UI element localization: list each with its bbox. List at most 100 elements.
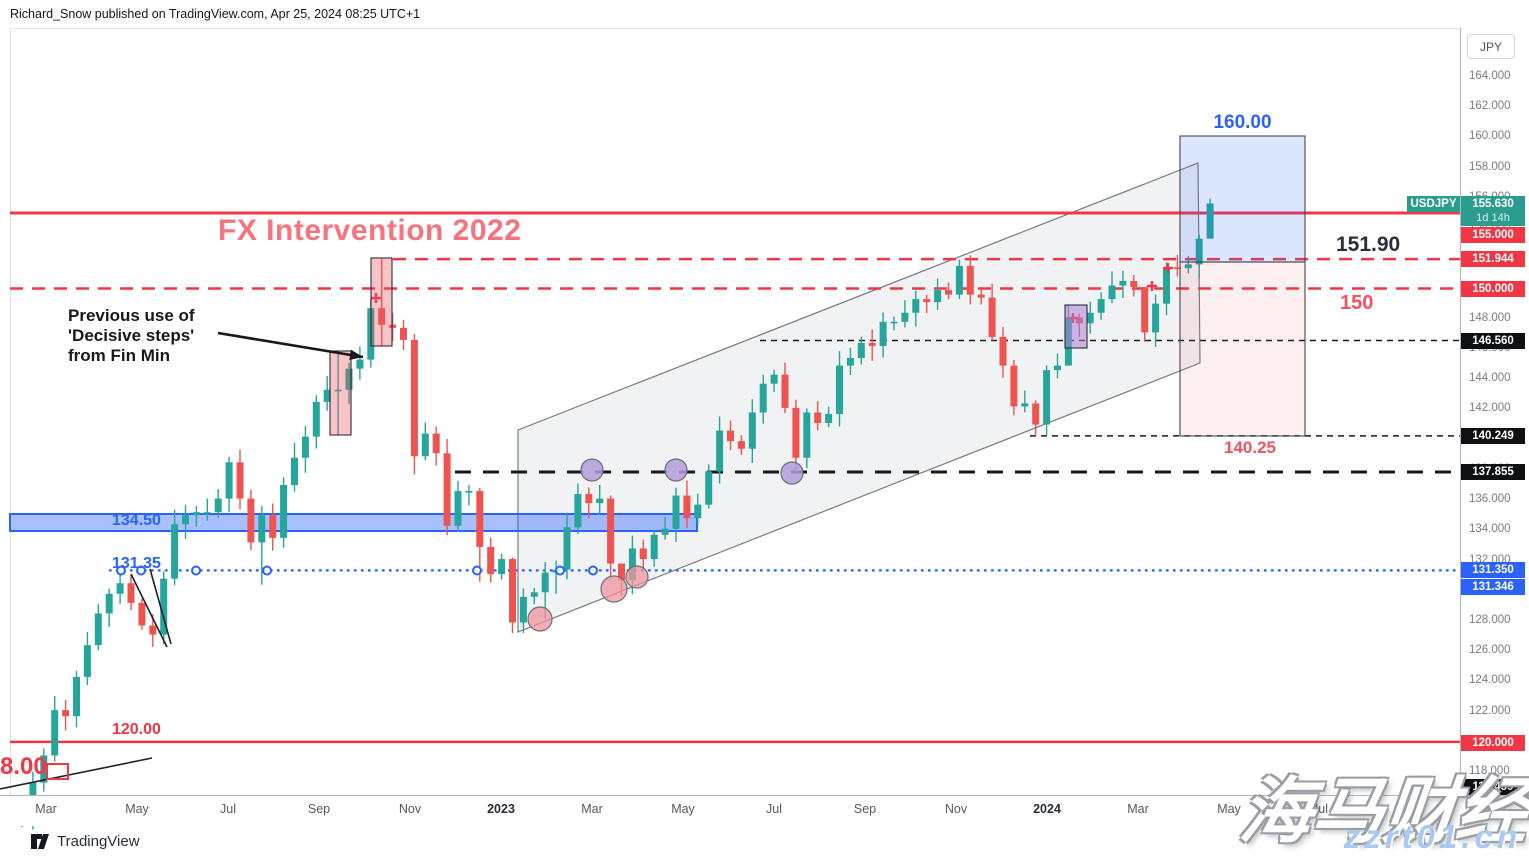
level-120-label[interactable]: 120.00	[112, 721, 161, 738]
candle-body	[301, 436, 309, 458]
time-axis[interactable]: Mar May Jul Sep Nov 2023 Mar May Jul Sep Nov 2024 Ma…	[0, 795, 1529, 826]
blue-ring-marker[interactable]	[555, 565, 565, 576]
candle-body	[443, 453, 451, 526]
time-axis-month-label: Jul	[1312, 802, 1328, 816]
time-axis-month-label: Jul	[220, 802, 236, 816]
candle-body	[661, 528, 669, 535]
blue-ring-marker[interactable]	[472, 565, 482, 576]
time-axis-month-label: May	[1217, 802, 1241, 816]
intervention-candle-box-2[interactable]	[370, 257, 393, 347]
tradingview-attribution[interactable]: TradingView	[31, 830, 140, 852]
candle-body	[116, 583, 124, 594]
candle-body	[977, 294, 985, 298]
blue-ring-marker[interactable]	[262, 565, 272, 576]
candle-body	[770, 374, 778, 384]
candle-body	[966, 265, 974, 295]
candle-body	[748, 412, 756, 449]
candle-body	[988, 297, 996, 337]
candle-body	[519, 596, 527, 623]
level-150-label[interactable]: 150	[1340, 292, 1374, 314]
level-134-50-label[interactable]: 134.50	[112, 512, 161, 529]
candle-body	[1021, 403, 1029, 407]
chart-plot-area[interactable]	[10, 28, 1461, 796]
supply-zone-134-50[interactable]	[9, 513, 698, 532]
candle-body	[509, 559, 516, 623]
candle-body	[389, 324, 397, 328]
price-tick-label: 162.000	[1469, 100, 1511, 113]
candle-body	[1163, 267, 1170, 304]
target-160-label[interactable]: 160.00	[1213, 112, 1272, 133]
candle-body	[868, 342, 876, 346]
candle-body	[890, 321, 898, 324]
pink-circle-marker[interactable]	[625, 565, 649, 589]
candle-body	[432, 433, 440, 454]
time-axis-month-label: Jul	[766, 802, 782, 816]
candle-body	[356, 359, 364, 369]
candle-body	[1032, 403, 1040, 425]
ascending-channel[interactable]	[517, 162, 1201, 633]
candle-body	[727, 430, 734, 442]
fx-intervention-label[interactable]: FX Intervention 2022	[218, 214, 522, 247]
candle-body	[378, 308, 386, 325]
purple-circle-marker[interactable]	[780, 461, 804, 485]
blue-ring-marker[interactable]	[136, 565, 146, 576]
candle-body	[487, 546, 495, 575]
pink-circle-marker[interactable]	[527, 606, 553, 632]
time-axis-month-label: Nov	[398, 802, 422, 816]
purple-circle-marker[interactable]	[580, 458, 604, 482]
blue-ring-marker[interactable]	[191, 565, 201, 576]
time-axis-month-label: Sep	[853, 802, 877, 816]
note-line-1: Previous use of	[68, 306, 195, 325]
target-zone-160[interactable]	[1179, 135, 1306, 263]
price-tick-label: 122.000	[1469, 704, 1511, 717]
time-axis-month-label: Sep	[307, 802, 331, 816]
purple-circle-marker[interactable]	[664, 458, 688, 482]
candlestick-series	[18, 198, 1214, 830]
candle-body	[923, 299, 931, 303]
price-tick-label: 128.000	[1469, 613, 1511, 626]
candle-body	[203, 512, 211, 514]
purple-candle-box[interactable]	[1064, 304, 1088, 349]
time-axis-month-label: Nov	[944, 802, 968, 816]
candle-body	[421, 433, 429, 457]
intervention-candle-box-1[interactable]	[329, 350, 352, 436]
candle-body	[1010, 365, 1018, 407]
time-axis-year-label: 2023	[487, 802, 515, 816]
price-axis[interactable]: JPY 164.000162.000160.000158.000156.0001…	[1460, 28, 1529, 825]
support-zone-140[interactable]	[1179, 261, 1306, 437]
level-131-35-label[interactable]: 131.35	[112, 555, 161, 572]
candle-body	[1206, 203, 1214, 239]
candle-body	[1141, 287, 1149, 333]
candle-body	[225, 462, 233, 499]
decisive-steps-note[interactable]: Previous use of 'Decisive steps' from Fi…	[68, 306, 195, 366]
trend-segment[interactable]	[0, 757, 153, 790]
candle-body	[955, 265, 963, 295]
candle-body	[400, 327, 407, 340]
price-tick-label: 148.000	[1469, 311, 1511, 324]
red-marker-box[interactable]	[46, 763, 69, 780]
note-arrow-line[interactable]	[217, 331, 364, 359]
blue-ring-marker[interactable]	[116, 565, 126, 576]
trend-segment[interactable]	[130, 573, 168, 648]
time-axis-month-label: Sep	[1399, 802, 1423, 816]
candle-body	[585, 494, 593, 504]
price-tick-label: 158.000	[1469, 160, 1511, 173]
blue-ring-marker[interactable]	[588, 565, 598, 576]
candle-body	[705, 471, 713, 505]
price-tick-label: 164.000	[1469, 70, 1511, 82]
price-badge-131.346: 131.346	[1461, 579, 1525, 595]
candle-body	[1097, 299, 1105, 313]
price-tick-label: 142.000	[1469, 402, 1511, 415]
price-tick-label: 134.000	[1469, 523, 1511, 536]
level-140-25-label[interactable]: 140.25	[1224, 438, 1276, 457]
currency-toggle-button[interactable]: JPY	[1467, 34, 1515, 59]
candle-body	[94, 613, 102, 646]
trend-segment[interactable]	[149, 568, 172, 645]
candle-body	[803, 412, 811, 458]
candle-body	[105, 593, 113, 614]
pink-circle-marker[interactable]	[600, 575, 628, 603]
candle-body	[465, 491, 473, 493]
level-151-90-label[interactable]: 151.90	[1336, 233, 1401, 256]
candle-body	[541, 572, 549, 593]
